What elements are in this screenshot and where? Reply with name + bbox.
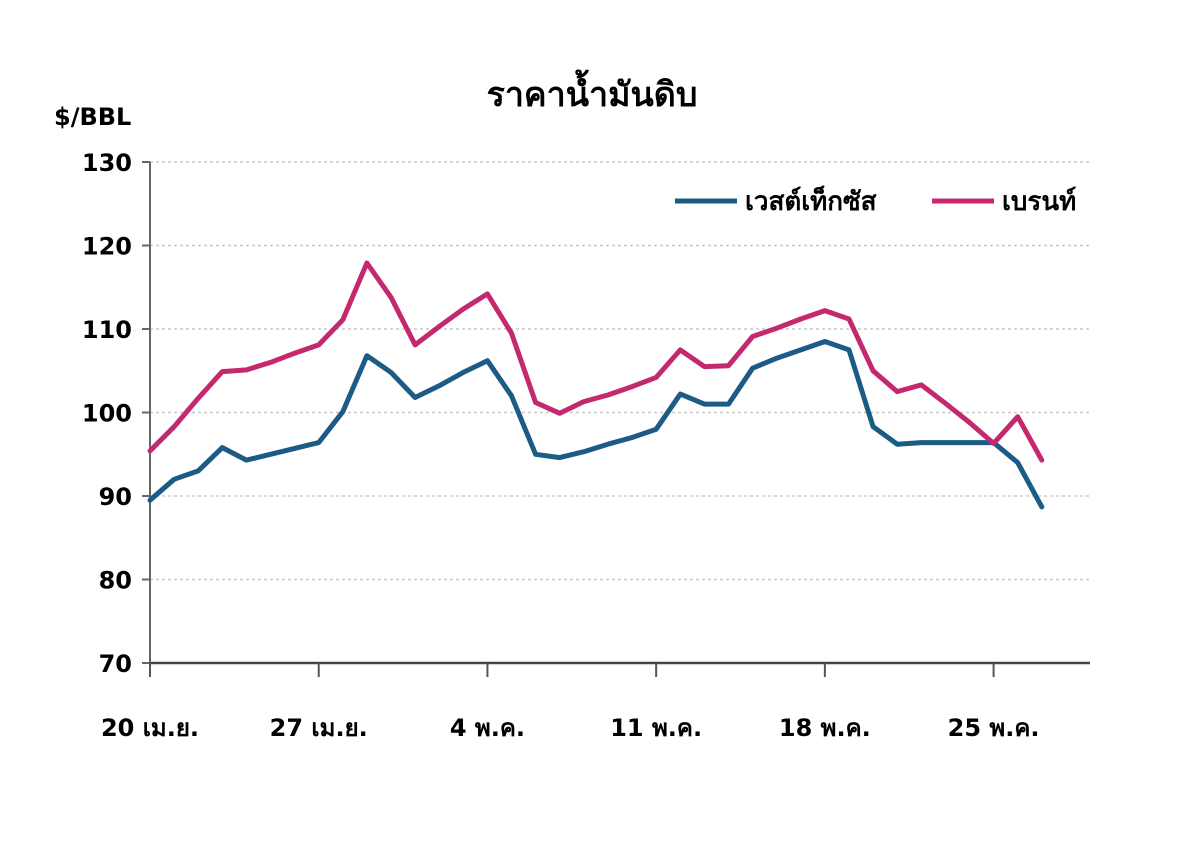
- x-tick-labels: 20 เม.ย. 27 เม.ย. 4 พ.ค. 11 พ.ค. 18 พ.ค. 25 พ…: [101, 714, 1040, 742]
- y-tick-label: 120: [82, 233, 132, 261]
- y-tick-label: 100: [82, 400, 132, 428]
- y-tick-label: 110: [82, 316, 132, 344]
- axes: [142, 161, 1090, 677]
- legend-label: เบรนท์: [1002, 186, 1076, 217]
- grid-lines: [150, 161, 1090, 581]
- y-axis-unit-label: $/BBL: [54, 103, 131, 131]
- x-tick-label: 20 เม.ย.: [101, 714, 199, 742]
- x-tick-label: 25 พ.ค.: [948, 714, 1040, 742]
- y-tick-label: 70: [99, 650, 132, 678]
- legend: เวสต์เท็กซัส เบรนท์: [675, 185, 1076, 217]
- series-line-brent: [147, 260, 1045, 463]
- chart-title: ราคาน้ำมันดิบ: [487, 69, 698, 115]
- x-tick-label: 4 พ.ค.: [450, 714, 525, 742]
- y-tick-label: 90: [99, 483, 132, 511]
- legend-label: เวสต์เท็กซัส: [745, 185, 877, 217]
- series-line-wti: [147, 339, 1045, 510]
- x-tick-label: 11 พ.ค.: [610, 714, 702, 742]
- y-tick-label: 80: [99, 567, 132, 595]
- x-tick-label: 27 เม.ย.: [270, 714, 368, 742]
- series-lines: [147, 260, 1045, 510]
- y-tick-label: 130: [82, 149, 132, 177]
- x-tick-label: 18 พ.ค.: [779, 714, 871, 742]
- y-tick-labels: 130 120 110 100 90 80 70: [82, 149, 132, 678]
